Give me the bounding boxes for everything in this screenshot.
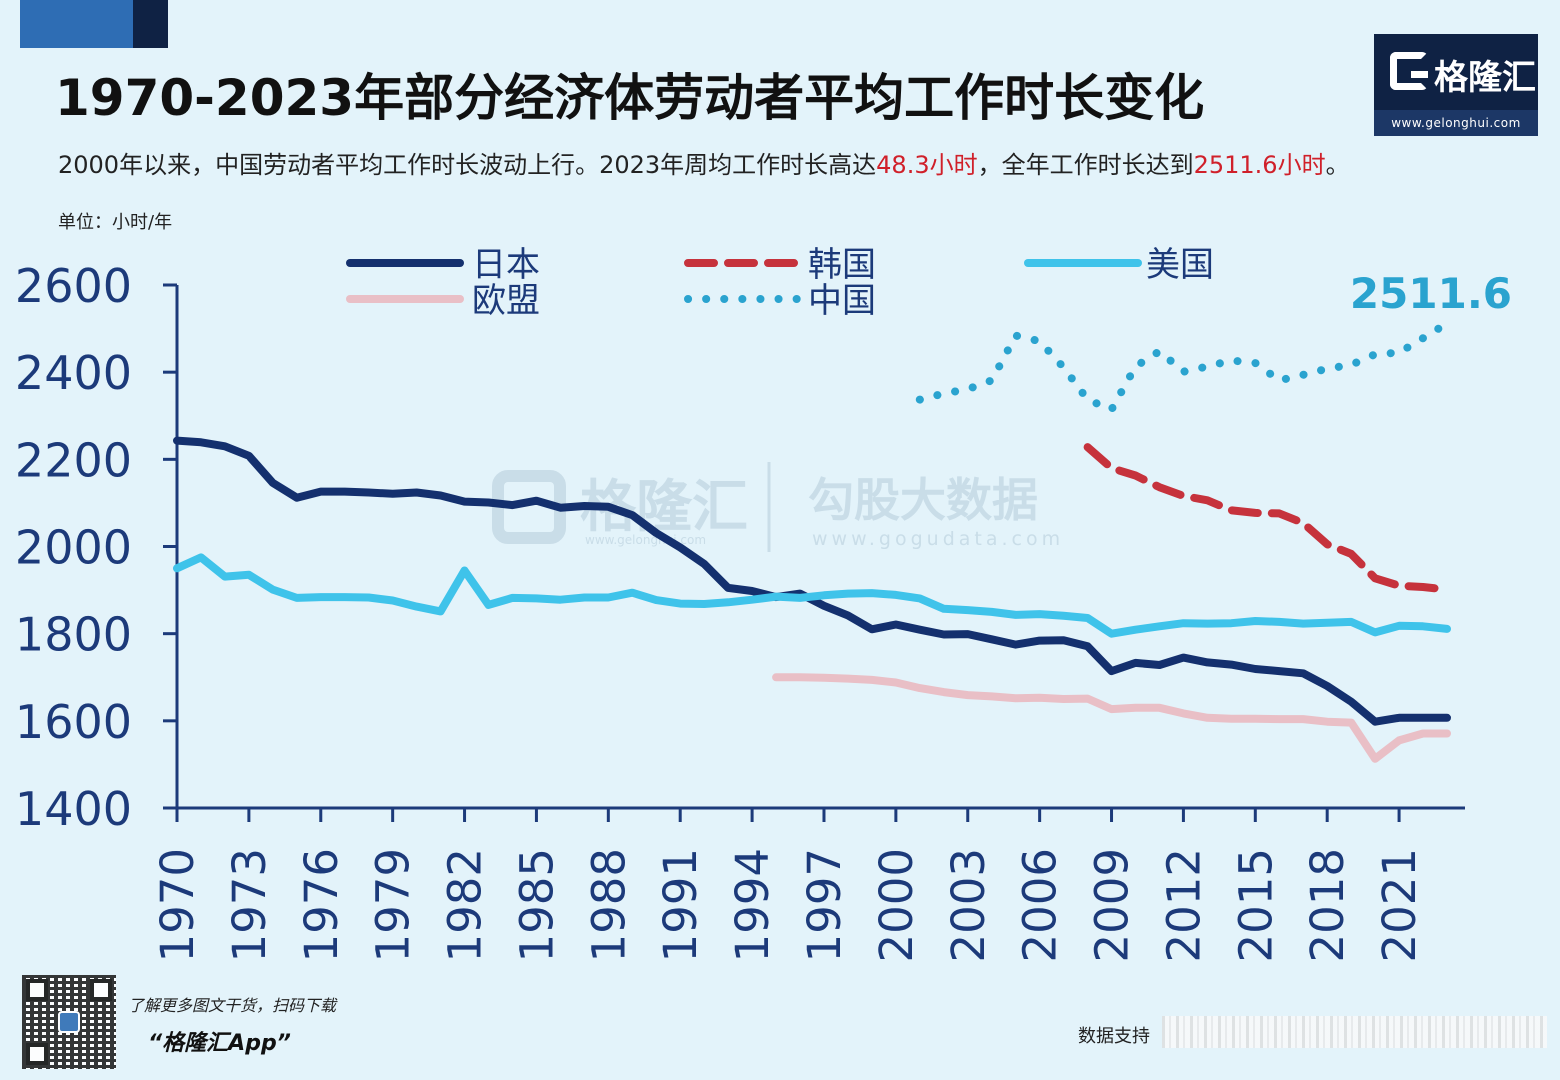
watermark-url: www.gogudata.com (812, 528, 1064, 550)
legend-label-japan: 日本 (472, 245, 540, 285)
y-tick-label: 1600 (15, 695, 132, 749)
watermark-brand-url: www.gelonghui.com (585, 533, 706, 547)
qr-tagline: 了解更多图文干货，扫码下载 (128, 996, 337, 1015)
qr-code[interactable] (22, 975, 116, 1069)
corner-accent-dark (133, 0, 168, 48)
series-line-china (915, 319, 1451, 414)
x-tick-label: 1991 (654, 848, 707, 963)
app-name: “格隆汇App” (148, 1031, 291, 1056)
annotation-china-2023: 2511.6 (1350, 269, 1512, 318)
logo-text: 格隆汇 (1434, 58, 1536, 98)
data-support-label: 数据支持 (1078, 1026, 1150, 1047)
y-tick-label: 2600 (15, 259, 132, 313)
legend-label-eu: 欧盟 (472, 281, 540, 321)
legend-label-korea: 韩国 (808, 245, 876, 285)
x-tick-label: 2003 (942, 848, 995, 963)
unit-label: 单位：小时/年 (58, 212, 173, 233)
logo-url: www.gelonghui.com (1374, 110, 1538, 136)
x-tick-label: 1979 (367, 848, 420, 963)
y-tick-label: 1400 (15, 782, 132, 836)
series-line-korea (1083, 443, 1451, 594)
y-tick-label: 2000 (15, 521, 132, 575)
subtitle: 2000年以来，中国劳动者平均工作时长波动上行。2023年周均工作时长高达48.… (58, 145, 1350, 180)
y-tick-label: 2400 (15, 346, 132, 400)
x-tick-label: 2021 (1373, 848, 1426, 963)
x-tick-label: 2012 (1157, 848, 1210, 963)
y-tick-label: 2200 (15, 433, 132, 487)
y-tick-label: 1800 (15, 608, 132, 662)
x-tick-label: 1976 (295, 848, 348, 963)
subtitle-part-2: ，全年工作时长达到 (977, 151, 1194, 179)
x-tick-label: 1973 (223, 848, 276, 963)
x-tick-label: 2006 (1014, 848, 1067, 963)
subtitle-highlight-weekly: 48.3小时 (876, 151, 978, 179)
qr-logo-icon (58, 1011, 80, 1033)
x-tick-label: 1997 (798, 848, 851, 963)
corner-accent-blue (20, 0, 133, 48)
data-support-logos (1162, 1016, 1547, 1048)
x-tick-label: 1988 (582, 848, 635, 963)
x-tick-label: 2009 (1086, 848, 1139, 963)
series-line-eu (772, 673, 1451, 763)
legend-label-usa: 美国 (1146, 245, 1214, 285)
x-tick-label: 2018 (1301, 848, 1354, 963)
qr-finder-top-right (90, 979, 112, 1001)
x-tick-label: 2000 (870, 848, 923, 963)
x-tick-label: 1994 (726, 848, 779, 963)
series-line-usa (173, 553, 1451, 638)
x-tick-label: 1970 (151, 848, 204, 963)
subtitle-highlight-annual: 2511.6小时 (1193, 151, 1326, 179)
subtitle-part-1: 2000年以来，中国劳动者平均工作时长波动上行。2023年周均工作时长高达 (58, 151, 877, 179)
x-tick-label: 1982 (439, 848, 492, 963)
legend-label-china: 中国 (808, 281, 876, 321)
line-chart: 格隆汇www.gelonghui.com勾股大数据www.gogudata.co… (15, 245, 1512, 963)
qr-finder-bottom-left (26, 1043, 48, 1065)
gelonghui-logo: 格隆汇 www.gelonghui.com (1374, 34, 1538, 136)
logo-g-icon (1390, 52, 1428, 90)
qr-finder-top-left (26, 979, 48, 1001)
x-tick-label: 2015 (1229, 848, 1282, 963)
watermark-name: 勾股大数据 (808, 473, 1038, 527)
subtitle-part-3: 。 (1325, 151, 1350, 179)
page-title: 1970-2023年部分经济体劳动者平均工作时长变化 (55, 69, 1205, 127)
x-tick-label: 1985 (510, 848, 563, 963)
